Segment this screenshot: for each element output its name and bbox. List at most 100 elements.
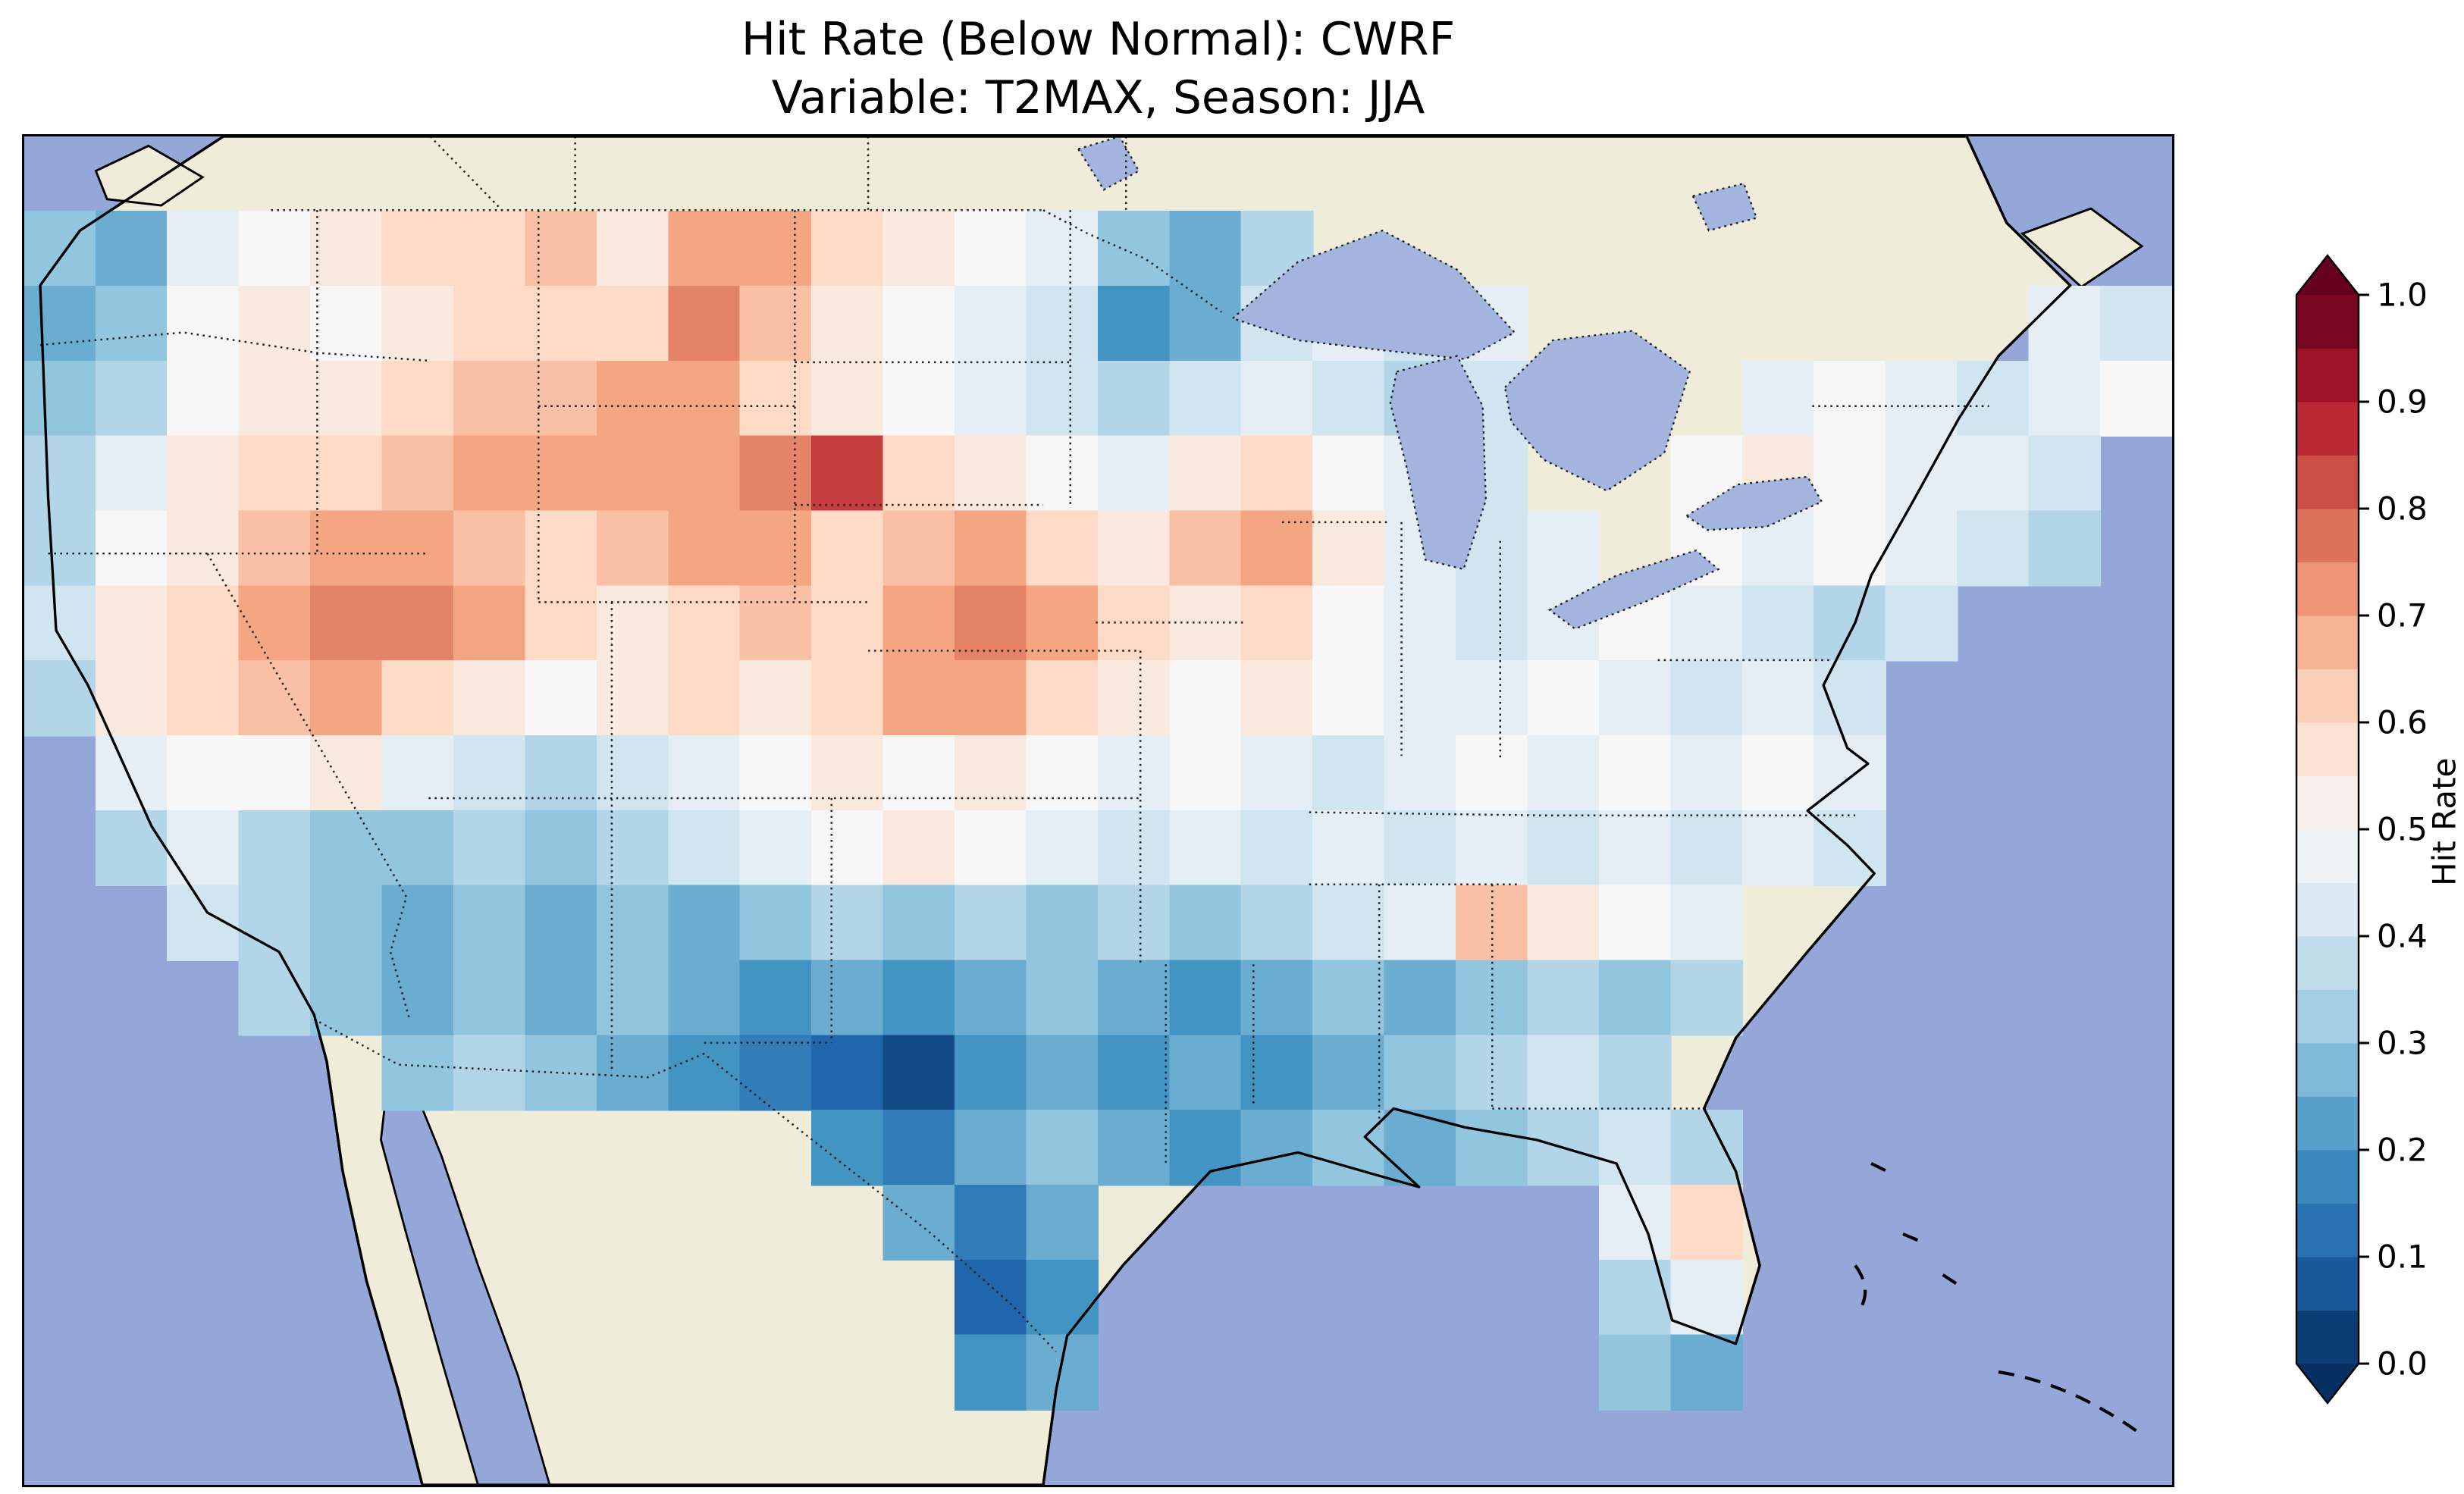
gulf-of-california — [380, 1076, 551, 1485]
heatmap-cell — [739, 660, 813, 737]
heatmap-cell — [882, 286, 956, 362]
colorbar-extend-under-arrow — [2296, 1364, 2359, 1403]
heatmap-cell — [238, 211, 312, 287]
heatmap-cell — [95, 211, 168, 287]
heatmap-cell — [453, 510, 526, 587]
heatmap-cell — [1169, 510, 1243, 587]
heatmap-cell — [1026, 735, 1099, 812]
heatmap-cell — [1384, 585, 1457, 662]
heatmap-cell — [1741, 360, 1815, 437]
heatmap-cell — [1312, 1035, 1385, 1111]
heatmap-cell — [1670, 1185, 1744, 1261]
heatmap-cell — [1169, 660, 1243, 737]
heatmap-cell — [1384, 810, 1457, 886]
heatmap-cell — [381, 885, 455, 961]
heatmap-cell — [1240, 585, 1314, 662]
heatmap-cell — [1814, 510, 1886, 587]
heatmap-cell — [24, 211, 97, 287]
colorbar-segment — [2296, 828, 2359, 883]
heatmap-cell — [1097, 810, 1171, 886]
heatmap-cell — [1598, 1035, 1672, 1111]
heatmap-cell — [1598, 1259, 1672, 1336]
heatmap-cell — [525, 286, 598, 362]
heatmap-cell — [95, 810, 168, 886]
heatmap-cell — [1312, 510, 1385, 587]
heatmap-cell — [453, 885, 526, 961]
heatmap-cell — [1169, 735, 1243, 812]
heatmap-cell — [381, 660, 455, 737]
heatmap-cell — [882, 435, 956, 512]
heatmap-cell — [310, 211, 383, 287]
heatmap-cell — [310, 885, 383, 961]
heatmap-cell — [1670, 660, 1744, 737]
heatmap-cell — [381, 360, 455, 437]
heatmap-cell — [1026, 885, 1099, 961]
heatmap-cell — [1240, 360, 1314, 437]
heatmap-cell — [1026, 660, 1099, 737]
colorbar-tick-label: 0.2 — [2377, 1132, 2428, 1169]
heatmap-cell — [1026, 435, 1099, 512]
heatmap-cell — [955, 885, 1027, 961]
heatmap-cell — [1169, 885, 1243, 961]
heatmap-cell — [1097, 660, 1171, 737]
colorbar-segment — [2296, 1310, 2359, 1364]
heatmap-cell — [1598, 660, 1672, 737]
heatmap-cell — [1670, 735, 1744, 812]
heatmap-cell — [1312, 585, 1385, 662]
heatmap-cell — [1814, 360, 1886, 437]
heatmap-cell — [1312, 960, 1385, 1036]
colorbar-tick-label: 0.4 — [2377, 918, 2428, 955]
heatmap-cell — [739, 585, 813, 662]
heatmap-cell — [1814, 735, 1886, 812]
heatmap-cell — [1240, 510, 1314, 587]
heatmap-cell — [1312, 660, 1385, 737]
heatmap-cell — [668, 510, 741, 587]
heatmap-cell — [1097, 211, 1171, 287]
heatmap-cell — [453, 360, 526, 437]
colorbar: 0.0 0.1 0.2 0.3 0.4 0.5 0.6 0.7 0.8 0.9 1.0 — [2291, 250, 2464, 1448]
colorbar-segment — [2296, 1256, 2359, 1311]
heatmap-cell — [1527, 885, 1600, 961]
heatmap-cell — [811, 585, 884, 662]
caribbean-islands — [1854, 1162, 2143, 1436]
heatmap-cell — [238, 360, 312, 437]
heatmap-cell — [596, 1035, 669, 1111]
heatmap-cell — [525, 211, 598, 287]
heatmap-cell — [24, 286, 97, 362]
heatmap-cell — [1670, 810, 1744, 886]
heatmap-cell — [1885, 510, 1958, 587]
heatmap-cell — [955, 211, 1027, 287]
heatmap-cell — [1097, 1110, 1171, 1186]
heatmap-cell — [1814, 585, 1886, 662]
heatmap-cell — [955, 286, 1027, 362]
colorbar-tick-label: 0.3 — [2377, 1025, 2428, 1062]
heatmap-cell — [167, 360, 240, 437]
heatmap-cell — [1312, 885, 1385, 961]
heatmap-cell — [95, 660, 168, 737]
figure-title: Hit Rate (Below Normal): CWRF Variable: … — [22, 11, 2174, 127]
heatmap-cell — [1026, 1259, 1099, 1336]
great-lakes — [1077, 136, 1823, 630]
heatmap-cell — [95, 585, 168, 662]
heatmap-cell — [95, 360, 168, 437]
heatmap-cell — [1814, 435, 1886, 512]
colorbar-extend-over-arrow — [2296, 255, 2359, 295]
heatmap-cell — [811, 885, 884, 961]
heatmap-cell — [668, 211, 741, 287]
heatmap-cell — [1026, 510, 1099, 587]
heatmap-cell — [453, 660, 526, 737]
heatmap-cell — [24, 660, 97, 737]
heatmap-cell — [955, 510, 1027, 587]
heatmap-cell — [596, 885, 669, 961]
heatmap-cell — [310, 960, 383, 1036]
heatmap-cell — [2028, 510, 2102, 587]
heatmap-cell — [739, 1035, 813, 1111]
heatmap-cell — [1026, 360, 1099, 437]
heatmap-cell — [739, 810, 813, 886]
heatmap-cell — [525, 660, 598, 737]
heatmap-cell — [525, 1035, 598, 1111]
heatmap-cell — [811, 211, 884, 287]
heatmap-cell — [1670, 960, 1744, 1036]
colorbar-segment — [2296, 775, 2359, 830]
heatmap-cell — [1384, 885, 1457, 961]
